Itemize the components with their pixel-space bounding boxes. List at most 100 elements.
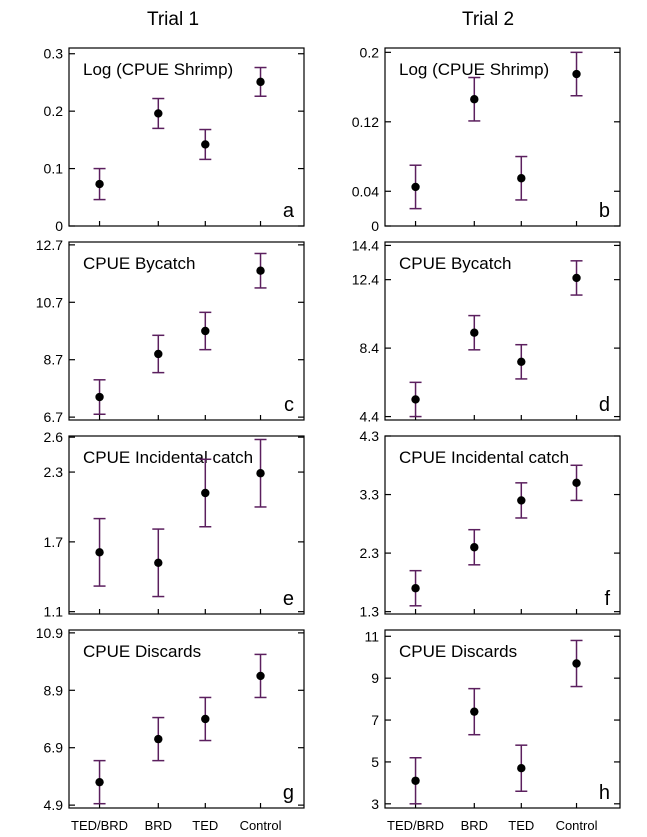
panel-title: Log (CPUE Shrimp) xyxy=(83,60,233,79)
panel-title: CPUE Discards xyxy=(83,642,201,661)
y-tick-label: 0.2 xyxy=(44,103,64,119)
errorbar-ted xyxy=(199,458,212,528)
data-point xyxy=(201,140,210,149)
data-point xyxy=(154,109,163,118)
data-point xyxy=(411,182,420,192)
y-tick-label: 4.4 xyxy=(360,409,380,425)
errorbar-control xyxy=(570,464,583,502)
category-label: BRD xyxy=(461,818,488,833)
y-tick-label: 2.3 xyxy=(44,464,64,480)
data-point xyxy=(470,95,479,104)
y-tick-label: 4.3 xyxy=(360,428,380,444)
errorbar-ted xyxy=(515,343,528,380)
errorbar-ted-brd xyxy=(409,381,422,418)
y-tick-label: 3.3 xyxy=(360,487,380,503)
y-tick-label: 1.7 xyxy=(44,534,64,550)
data-point xyxy=(517,496,526,505)
panel-title: CPUE Bycatch xyxy=(83,254,195,273)
y-tick-label: 9 xyxy=(371,670,379,686)
errorbar-ted-brd xyxy=(409,164,422,210)
errorbar-brd xyxy=(152,97,165,130)
panel-d: 4.4 8.4 12.4 14.4 CPUE Bycatch d xyxy=(352,237,621,425)
data-point xyxy=(154,558,163,568)
y-tick-label: 1.3 xyxy=(360,604,380,620)
errorbar-ted-brd xyxy=(409,756,422,805)
y-tick-label: 0.2 xyxy=(360,44,380,60)
category-label: TED/BRD xyxy=(71,818,128,833)
category-label: Control xyxy=(240,818,282,833)
data-point xyxy=(256,266,265,275)
category-label: Control xyxy=(556,818,598,833)
panel-title: Log (CPUE Shrimp) xyxy=(399,60,549,79)
y-tick-label: 7 xyxy=(371,712,379,728)
panels: 0 0.1 0.2 0.3 Log (CPUE Shrimp) a 0 0.04 0.12 0.2… xyxy=(36,44,621,813)
data-point xyxy=(201,714,210,724)
panel-letter: c xyxy=(284,394,294,416)
panel-c: 6.7 8.7 10.7 12.7 CPUE Bycatch c xyxy=(36,237,305,425)
y-tick-label: 10.7 xyxy=(36,294,63,310)
y-tick-label: 6.7 xyxy=(44,409,64,425)
data-point xyxy=(572,659,581,668)
errorbar-control xyxy=(254,66,267,97)
y-tick-label: 0 xyxy=(55,218,63,234)
errorbar-ted-brd xyxy=(93,167,106,201)
category-label: TED xyxy=(192,818,218,833)
y-tick-label: 0.1 xyxy=(44,161,64,177)
y-tick-label: 5 xyxy=(371,754,379,770)
data-point xyxy=(572,69,581,79)
panel-title: CPUE Incidental catch xyxy=(83,448,253,467)
data-point xyxy=(411,395,420,404)
panel-frame xyxy=(68,47,305,227)
panel-title: CPUE Incidental catch xyxy=(399,448,569,467)
y-tick-label: 4.9 xyxy=(44,797,64,813)
y-tick-label: 2.3 xyxy=(360,545,380,561)
panel-a: 0 0.1 0.2 0.3 Log (CPUE Shrimp) a xyxy=(44,46,305,234)
data-point xyxy=(517,174,526,183)
errorbar-brd xyxy=(152,528,165,598)
panel-b: 0 0.04 0.12 0.2 Log (CPUE Shrimp) b xyxy=(352,44,621,234)
panel-e: 1.1 1.7 2.3 2.6 CPUE Incidental catch e xyxy=(44,429,305,620)
errorbar-ted-brd xyxy=(93,379,106,416)
y-tick-label: 2.6 xyxy=(44,429,64,445)
y-tick-label: 14.4 xyxy=(352,237,379,253)
category-label: TED xyxy=(508,818,534,833)
data-point xyxy=(95,179,104,189)
errorbar-brd xyxy=(468,314,481,351)
category-label: TED/BRD xyxy=(387,818,444,833)
panel-h: 3 5 7 9 11 CPUE Discards h xyxy=(364,628,621,812)
data-point xyxy=(154,734,163,744)
data-point xyxy=(470,328,479,337)
column-title-trial-1: Trial 1 xyxy=(147,9,199,30)
y-tick-label: 3 xyxy=(371,796,379,812)
data-point xyxy=(95,548,104,557)
data-point xyxy=(201,488,210,498)
data-point xyxy=(411,584,420,593)
data-point xyxy=(572,273,581,283)
errorbar-brd xyxy=(152,716,165,762)
panel-frame xyxy=(68,435,305,615)
data-point xyxy=(470,543,479,552)
panel-frame xyxy=(384,629,621,809)
errorbar-ted xyxy=(515,744,528,792)
errorbar-brd xyxy=(468,687,481,736)
data-point xyxy=(95,777,104,787)
errorbar-ted xyxy=(515,482,528,519)
errorbar-ted-brd xyxy=(93,517,106,587)
data-point xyxy=(517,764,526,773)
errorbar-control xyxy=(254,653,267,699)
errorbar-brd xyxy=(468,528,481,566)
errorbar-control xyxy=(254,252,267,289)
panel-letter: a xyxy=(283,200,295,222)
errorbar-ted xyxy=(515,155,528,201)
panel-title: CPUE Bycatch xyxy=(399,254,511,273)
y-tick-label: 11 xyxy=(364,628,379,644)
y-tick-label: 0 xyxy=(371,218,379,234)
errorbar-brd xyxy=(468,76,481,122)
data-point xyxy=(256,77,265,87)
errorbar-control xyxy=(254,438,267,508)
errorbar-ted-brd xyxy=(93,759,106,805)
errorbar-brd xyxy=(152,334,165,374)
data-point xyxy=(256,671,265,681)
panel-letter: h xyxy=(599,782,610,804)
